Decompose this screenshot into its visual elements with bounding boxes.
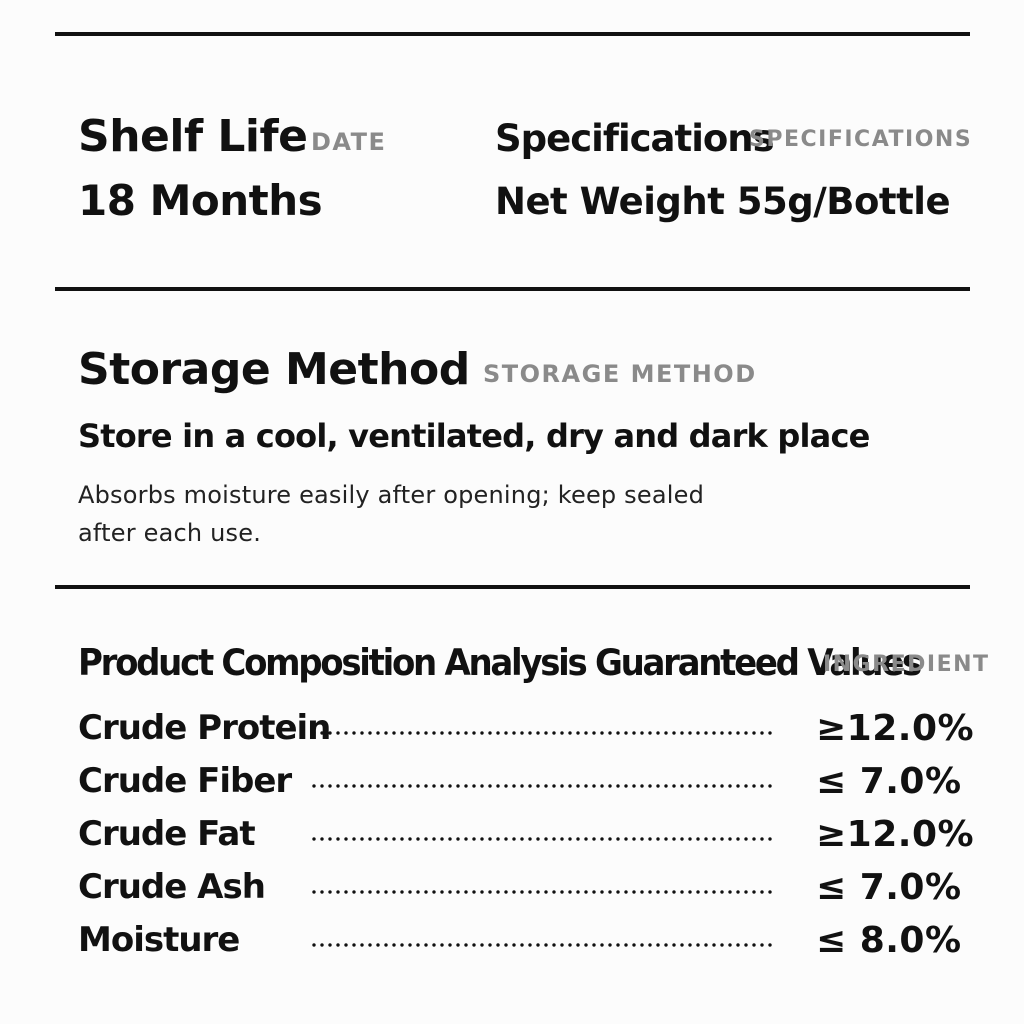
composition-table: Crude Protein ≥12.0% Crude Fiber ≤ 7.0% … [78,705,974,970]
shelf-life-tag: DATE [311,128,387,156]
storage-method-tag: STORAGE METHOD [483,360,757,388]
specifications-heading: Specifications [495,117,775,160]
composition-row-value: ≥12.0% [816,708,975,749]
top-divider [55,32,970,36]
composition-row-value: ≤ 7.0% [816,761,962,802]
composition-row: Crude Ash ≤ 7.0% [78,864,968,917]
dot-leader [310,837,775,841]
dot-leader [310,784,775,788]
composition-row-value: ≥12.0% [816,814,975,855]
composition-row: Crude Protein ≥12.0% [78,705,974,758]
shelf-life-value: 18 Months [78,176,323,225]
storage-method-note: Absorbs moisture easily after opening; k… [78,481,705,547]
middle-divider [55,287,970,291]
storage-method-heading: Storage Method [78,344,470,395]
lower-divider [55,585,970,589]
shelf-life-heading: Shelf Life [78,111,308,162]
composition-tag: INGREDIENT [823,652,990,677]
dot-leader [310,731,775,735]
dot-leader [310,943,775,947]
composition-row-value: ≤ 7.0% [816,867,962,908]
composition-row-label: Crude Fiber [78,761,292,801]
dot-leader [310,890,775,894]
storage-method-value: Store in a cool, ventilated, dry and dar… [78,417,870,455]
composition-row: Crude Fat ≥12.0% [78,811,974,864]
composition-row-value: ≤ 8.0% [816,920,962,961]
specifications-value: Net Weight 55g/Bottle [495,180,951,223]
composition-row-label: Crude Fat [78,814,256,854]
specifications-tag: SPECIFICATIONS [749,127,973,152]
composition-row-label: Crude Protein [78,708,331,748]
composition-row: Moisture ≤ 8.0% [78,917,968,970]
composition-heading: Product Composition Analysis Guaranteed … [78,641,922,685]
composition-row: Crude Fiber ≤ 7.0% [78,758,968,811]
composition-row-label: Crude Ash [78,867,266,907]
composition-row-label: Moisture [78,920,240,960]
